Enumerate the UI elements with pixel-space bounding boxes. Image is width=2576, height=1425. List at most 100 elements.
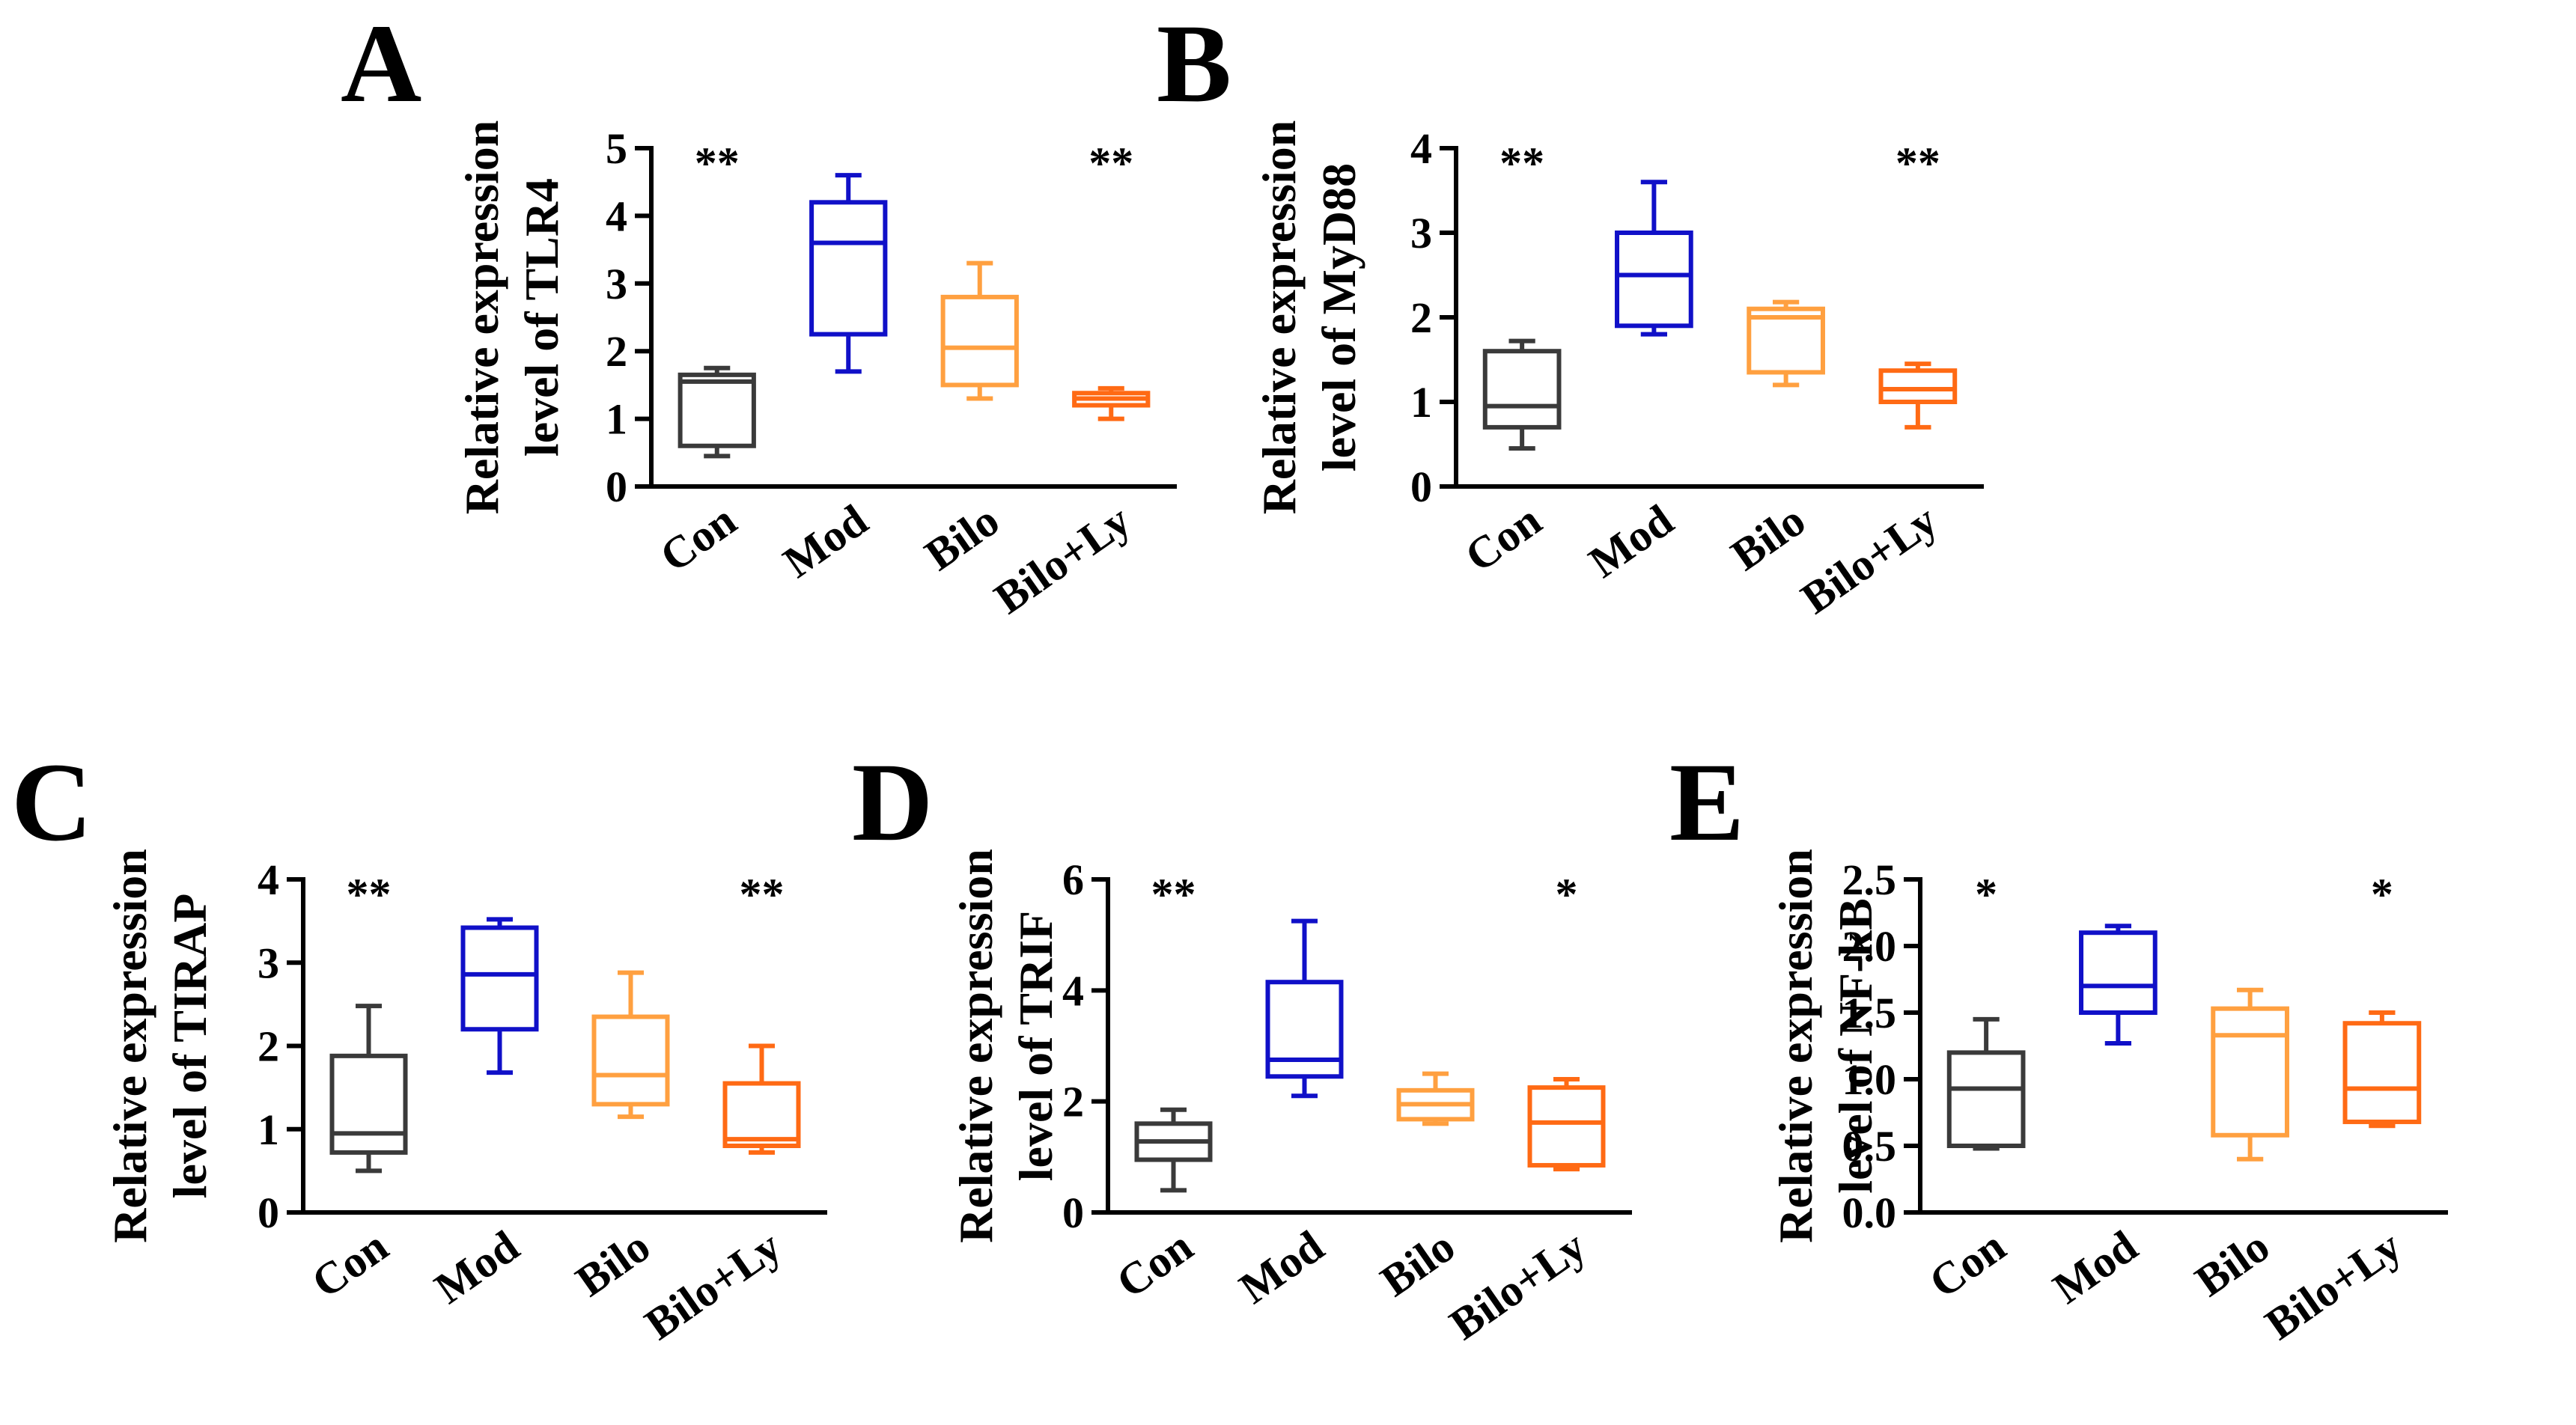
iqr-box	[329, 1053, 408, 1155]
box-mod	[2079, 924, 2158, 1046]
y-axis-label: Relative expression	[1769, 849, 1822, 1243]
y-tick-label: 0	[1062, 1188, 1084, 1237]
y-tick-label: 4	[606, 192, 627, 240]
x-category-label: Bilo+Ly	[636, 1221, 790, 1349]
significance-marker: **	[695, 138, 740, 188]
x-category-label: Bilo+Ly	[986, 495, 1139, 623]
box-con	[329, 1004, 408, 1174]
y-axis-label: level of TIRAP	[163, 894, 216, 1199]
y-tick-label: 2.0	[1842, 922, 1897, 971]
y-tick-label: 3	[1410, 209, 1432, 257]
y-tick-label: 1	[1410, 378, 1432, 427]
iqr-box	[2342, 1021, 2422, 1124]
box-bilo-ly	[1072, 385, 1151, 421]
iqr-box	[1482, 349, 1562, 430]
x-category-label: Con	[1920, 1221, 2014, 1307]
x-category-label: Bilo+Ly	[1792, 495, 1946, 623]
y-tick-label: 4	[1062, 966, 1084, 1015]
box-bilo-ly	[1878, 361, 1958, 430]
box-bilo	[591, 970, 670, 1120]
y-axis-label: level of MyD88	[1312, 163, 1365, 472]
box-bilo	[940, 260, 1019, 401]
box-mod	[1615, 180, 1693, 337]
y-tick-label: 1	[258, 1105, 279, 1154]
significance-marker: *	[1556, 870, 1578, 919]
y-tick-label: 1.0	[1842, 1055, 1897, 1104]
iqr-box	[460, 925, 539, 1032]
panel-letter: E	[1669, 740, 1744, 864]
iqr-box	[809, 200, 888, 337]
y-tick-label: 3	[258, 939, 279, 987]
y-tick-label: 2	[258, 1022, 279, 1071]
significance-marker: **	[1499, 138, 1544, 188]
significance-marker: *	[1975, 870, 1997, 919]
iqr-box	[1615, 231, 1693, 329]
x-category-label: Mod	[426, 1221, 528, 1313]
significance-marker: **	[740, 870, 785, 919]
y-axis-label: Relative expression	[949, 849, 1002, 1243]
significance-marker: **	[1896, 138, 1940, 188]
box-bilo	[1396, 1071, 1475, 1126]
y-tick-label: 0.0	[1842, 1188, 1897, 1237]
y-tick-label: 2	[1410, 293, 1432, 342]
y-tick-label: 4	[1410, 124, 1432, 173]
y-tick-label: 0.5	[1842, 1122, 1897, 1171]
panel-letter: B	[1157, 1, 1231, 126]
y-tick-label: 2.5	[1842, 855, 1897, 904]
y-axis-label: Relative expression	[103, 849, 156, 1243]
panel-e: E Relative expression level of NF-kB0.0 0.5…	[1669, 740, 2448, 1349]
y-tick-label: 2	[1062, 1078, 1084, 1126]
significance-marker: **	[1088, 138, 1133, 188]
y-tick-label: 4	[258, 855, 279, 904]
box-bilo-ly	[722, 1043, 801, 1155]
box-mod	[1265, 918, 1344, 1099]
y-tick-label: 1.5	[1842, 989, 1897, 1037]
y-tick-label: 0	[258, 1188, 279, 1237]
iqr-box	[1527, 1085, 1606, 1168]
y-tick-label: 3	[606, 260, 627, 308]
box-con	[1482, 338, 1562, 451]
y-axis-label: Relative expression	[1252, 120, 1306, 515]
iqr-box	[678, 372, 756, 448]
y-axis-label: level of TRIF	[1009, 911, 1062, 1181]
x-category-label: Con	[1108, 1221, 1202, 1307]
x-category-label: Mod	[1231, 1221, 1333, 1313]
iqr-box	[1878, 368, 1958, 405]
x-category-label: Bilo	[2187, 1221, 2279, 1306]
panel-a: A Relative expression level of TLR4 0 1 2 3 4 5 *…	[341, 1, 1177, 623]
iqr-box	[1946, 1050, 2026, 1149]
significance-marker: *	[2371, 870, 2393, 919]
panel-letter: C	[11, 740, 92, 864]
iqr-box	[940, 294, 1019, 388]
box-bilo-ly	[1527, 1077, 1606, 1172]
x-category-label: Bilo+Ly	[1441, 1221, 1595, 1349]
iqr-box	[591, 1014, 670, 1107]
x-category-label: Mod	[2044, 1221, 2146, 1313]
box-con	[1946, 1016, 2026, 1151]
box-bilo-ly	[2342, 1010, 2422, 1129]
x-category-label: Bilo	[1723, 495, 1815, 580]
x-category-label: Mod	[1580, 495, 1682, 588]
x-category-label: Con	[303, 1221, 397, 1307]
y-tick-label: 2	[606, 327, 627, 376]
x-category-label: Bilo	[1371, 1221, 1464, 1306]
iqr-box	[2211, 1006, 2289, 1138]
box-bilo	[1747, 299, 1825, 388]
panel-letter: A	[341, 1, 421, 126]
iqr-box	[2079, 930, 2158, 1015]
significance-marker: **	[347, 870, 392, 919]
y-axis-label: level of TLR4	[515, 178, 568, 457]
x-category-label: Bilo	[916, 495, 1008, 580]
iqr-box	[1747, 306, 1825, 375]
iqr-box	[1265, 980, 1344, 1079]
x-category-label: Bilo	[567, 1221, 659, 1306]
y-tick-label: 1	[606, 395, 627, 444]
panel-b: B Relative expression level of MyD88 0 1 2 3 4 *…	[1157, 1, 1984, 623]
x-category-label: Con	[1456, 495, 1550, 582]
y-axis-label: Relative expression	[455, 120, 508, 515]
y-tick-label: 5	[606, 124, 627, 173]
panel-letter: D	[852, 740, 933, 864]
iqr-box	[722, 1081, 801, 1148]
significance-marker: **	[1151, 870, 1196, 919]
y-tick-label: 6	[1062, 855, 1084, 904]
